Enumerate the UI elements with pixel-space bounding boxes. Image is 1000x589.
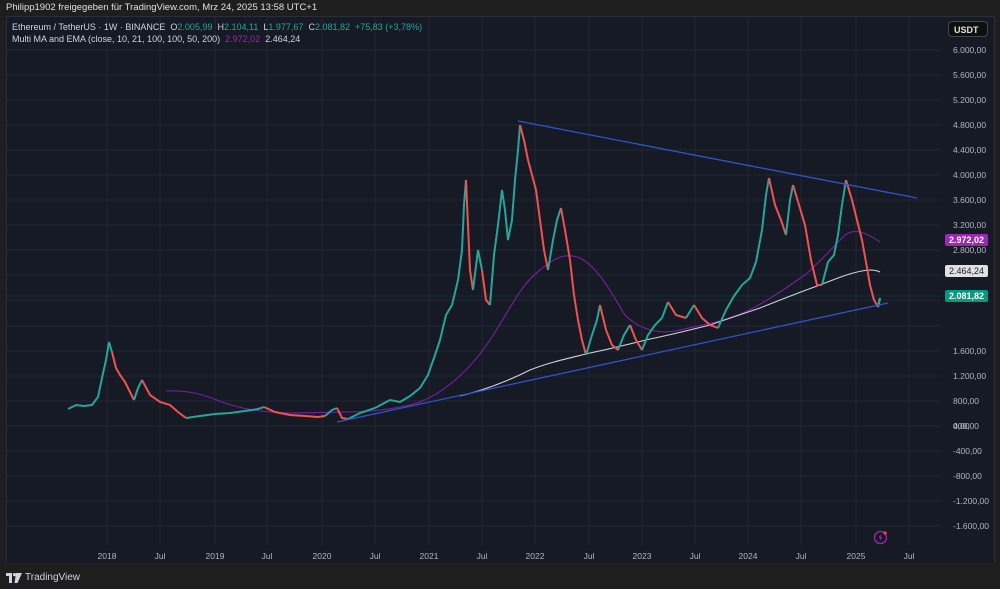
y-tick: 800,00 bbox=[953, 396, 979, 406]
y-tick: 4.400,00 bbox=[953, 145, 987, 155]
high-label: H bbox=[217, 22, 224, 32]
x-tick: 2021 bbox=[419, 551, 439, 561]
y-tick: 400,00 bbox=[953, 421, 979, 431]
ma-purple-badge: 2.972,02 bbox=[945, 234, 989, 246]
share-header: Philipp1902 freigegeben für TradingView.… bbox=[0, 0, 1000, 16]
ma-white-line bbox=[459, 269, 881, 397]
low-value: 1.977,67 bbox=[268, 22, 304, 32]
y-tick: 5.200,00 bbox=[953, 95, 987, 105]
x-tick: 2023 bbox=[632, 551, 652, 561]
y-tick: 1.600,00 bbox=[953, 346, 987, 356]
candles bbox=[67, 124, 882, 420]
low-label: L bbox=[263, 22, 269, 32]
x-tick: Jul bbox=[369, 551, 381, 561]
x-tick: 2024 bbox=[738, 551, 758, 561]
tradingview-logo[interactable]: TradingView bbox=[6, 572, 80, 583]
x-tick: Jul bbox=[583, 551, 595, 561]
x-tick: 2020 bbox=[312, 551, 332, 561]
y-tick: 4.000,00 bbox=[953, 170, 987, 180]
y-tick: 5.600,00 bbox=[953, 70, 987, 80]
y-tick: 3.200,00 bbox=[953, 220, 987, 230]
ma-purple-value: 2.972,02 bbox=[225, 34, 261, 44]
footer bbox=[0, 563, 1000, 589]
tv-logo-icon bbox=[6, 572, 22, 583]
lightning-icon[interactable] bbox=[873, 530, 888, 545]
brand-name: TradingView bbox=[25, 572, 81, 583]
chart-legend: Ethereum / TetherUS · 1W · BINANCE O2.00… bbox=[12, 21, 422, 45]
symbol-name: Ethereum / TetherUS · 1W · BINANCE bbox=[12, 22, 166, 32]
shared-by-text: Philipp1902 freigegeben für TradingView.… bbox=[6, 2, 318, 13]
y-tick: 0,00 bbox=[953, 421, 970, 431]
x-tick: Jul bbox=[795, 551, 807, 561]
ma-purple-line bbox=[165, 230, 881, 414]
x-tick: 2022 bbox=[525, 551, 545, 561]
y-tick: -1.600,00 bbox=[953, 521, 989, 531]
y-tick: -800,00 bbox=[953, 471, 982, 481]
y-tick: 3.600,00 bbox=[953, 195, 987, 205]
currency-button[interactable]: USDT bbox=[948, 21, 988, 37]
x-tick: Jul bbox=[154, 551, 166, 561]
ma-white-badge: 2.464,24 bbox=[945, 265, 989, 277]
y-tick: 2.800,00 bbox=[953, 245, 987, 255]
close-label: C bbox=[308, 22, 315, 32]
ma-white-value: 2.464,24 bbox=[265, 34, 301, 44]
x-tick: 2018 bbox=[97, 551, 117, 561]
indicator-name: Multi MA and EMA (close, 10, 21, 100, 10… bbox=[12, 34, 221, 44]
x-tick: 2025 bbox=[846, 551, 866, 561]
upper-trendline bbox=[517, 120, 918, 199]
high-value: 2.104,11 bbox=[223, 22, 259, 32]
symbol-row[interactable]: Ethereum / TetherUS · 1W · BINANCE O2.00… bbox=[12, 21, 422, 33]
last-price-badge: 2.081,82 bbox=[945, 290, 989, 302]
y-tick: -1.200,00 bbox=[953, 496, 989, 506]
x-tick: Jul bbox=[689, 551, 701, 561]
grid-vertical bbox=[106, 17, 910, 545]
y-tick: 4.800,00 bbox=[953, 120, 987, 130]
open-value: 2.005,99 bbox=[177, 22, 213, 32]
y-tick: -400,00 bbox=[953, 446, 982, 456]
change-value: +75,83 (+3,78%) bbox=[355, 22, 423, 32]
indicator-row[interactable]: Multi MA and EMA (close, 10, 21, 100, 10… bbox=[12, 33, 422, 45]
y-tick: 6.000,00 bbox=[953, 45, 987, 55]
close-value: 2.081,82 bbox=[314, 22, 350, 32]
y-tick: 1.200,00 bbox=[953, 371, 987, 381]
lower-trendline bbox=[336, 302, 889, 423]
open-label: O bbox=[170, 22, 178, 32]
x-tick: Jul bbox=[476, 551, 488, 561]
grid-horizontal bbox=[7, 49, 940, 527]
x-tick: 2019 bbox=[205, 551, 225, 561]
x-tick: Jul bbox=[261, 551, 273, 561]
x-tick: Jul bbox=[903, 551, 915, 561]
